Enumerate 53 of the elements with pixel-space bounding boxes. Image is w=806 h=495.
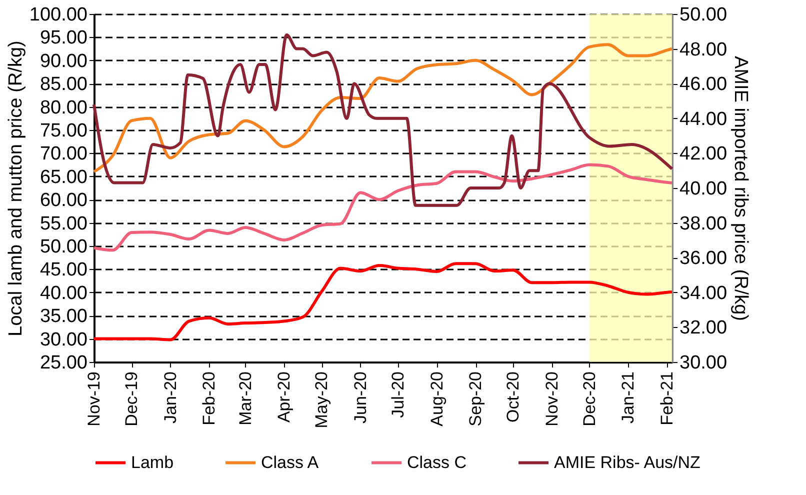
y2-tick-label: 44.00 xyxy=(680,108,728,130)
line-series xyxy=(92,262,674,342)
y2-tick-label: 48.00 xyxy=(680,39,728,60)
y2-axis-title: AMIE imported ribs price (R/kg) xyxy=(730,56,752,322)
y2-tick-label: 40.00 xyxy=(680,178,728,200)
y-tick-label: 95.00 xyxy=(40,28,88,49)
line-series xyxy=(92,163,674,252)
y-tick-label: 45.00 xyxy=(40,260,88,281)
x-tick-label: Jan-20 xyxy=(160,372,180,424)
x-tick-label: May-20 xyxy=(312,372,332,428)
y2-tick-label: 50.00 xyxy=(680,4,728,26)
x-tick-label: Jan-21 xyxy=(618,372,638,424)
y-tick-label: 40.00 xyxy=(40,282,88,304)
x-tick-label: Sep-20 xyxy=(466,372,486,426)
y-axis-title: Local lamb and mutton price (R/kg) xyxy=(5,40,26,336)
line-series xyxy=(92,33,674,207)
x-tick-label: Mar-20 xyxy=(236,372,255,426)
y2-tick-label: 32.00 xyxy=(680,318,728,339)
x-tick-label: Aug-20 xyxy=(427,372,446,426)
y-tick-label: 70.00 xyxy=(40,144,88,165)
y-tick-label: 25.00 xyxy=(40,352,88,374)
y-tick-label: 50.00 xyxy=(40,236,88,258)
y-tick-label: 60.00 xyxy=(40,190,88,212)
legend-label: AMIE Ribs- Aus/NZ xyxy=(554,452,700,472)
x-tick-label: Feb-21 xyxy=(657,372,676,426)
y2-tick-label: 38.00 xyxy=(680,213,728,234)
y2-tick-label: 46.00 xyxy=(680,74,728,96)
y-tick-label: 85.00 xyxy=(40,74,88,96)
x-tick-label: Jul-20 xyxy=(388,372,408,418)
line-series xyxy=(92,43,674,174)
x-tick-label: Dec-19 xyxy=(122,372,142,426)
y-tick-label: 30.00 xyxy=(40,329,88,350)
y-tick-label: 55.00 xyxy=(40,213,88,234)
y-tick-label: 75.00 xyxy=(40,120,88,142)
y-tick-label: 100.00 xyxy=(29,4,88,26)
y2-tick-label: 42.00 xyxy=(680,144,728,165)
y-tick-label: 80.00 xyxy=(40,97,88,118)
x-tick-label: Apr-20 xyxy=(274,372,294,423)
x-tick-label: Jun-20 xyxy=(350,372,370,424)
legend-label: Class C xyxy=(407,452,467,472)
y-tick-label: 65.00 xyxy=(40,166,88,188)
x-tick-label: Oct-20 xyxy=(504,372,523,423)
x-tick-label: Nov-19 xyxy=(84,372,104,426)
y-tick-label: 90.00 xyxy=(40,50,88,72)
y2-tick-label: 34.00 xyxy=(680,282,728,304)
x-tick-label: Dec-20 xyxy=(580,372,599,426)
legend-label: Class A xyxy=(261,452,320,472)
y2-tick-label: 30.00 xyxy=(680,352,728,374)
y2-tick-label: 36.00 xyxy=(680,248,728,270)
legend-label: Lamb xyxy=(131,452,174,472)
x-tick-label: Feb-20 xyxy=(200,372,219,426)
y-tick-label: 35.00 xyxy=(40,306,88,328)
x-tick-label: Nov-20 xyxy=(542,372,562,426)
